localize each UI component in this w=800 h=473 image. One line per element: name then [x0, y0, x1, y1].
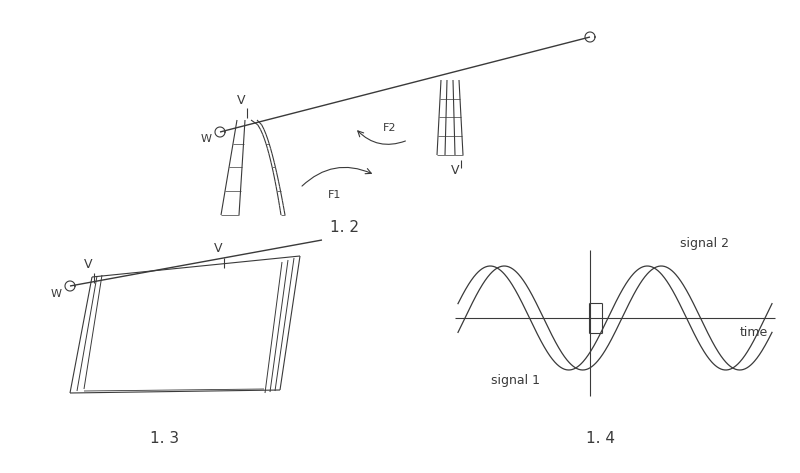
Text: signal 2: signal 2	[680, 236, 729, 249]
Text: 1. 3: 1. 3	[150, 430, 179, 446]
Text: W: W	[50, 289, 62, 299]
Text: 1. 2: 1. 2	[330, 220, 359, 236]
Text: F2: F2	[383, 123, 397, 133]
Text: time: time	[740, 325, 768, 339]
Text: W: W	[201, 134, 211, 144]
Text: V: V	[84, 257, 92, 271]
Text: V: V	[237, 94, 246, 106]
Text: signal 1: signal 1	[491, 374, 540, 386]
Text: V: V	[450, 164, 459, 176]
Text: F1: F1	[328, 190, 342, 200]
Text: V: V	[214, 243, 222, 255]
Text: 1. 4: 1. 4	[586, 430, 614, 446]
